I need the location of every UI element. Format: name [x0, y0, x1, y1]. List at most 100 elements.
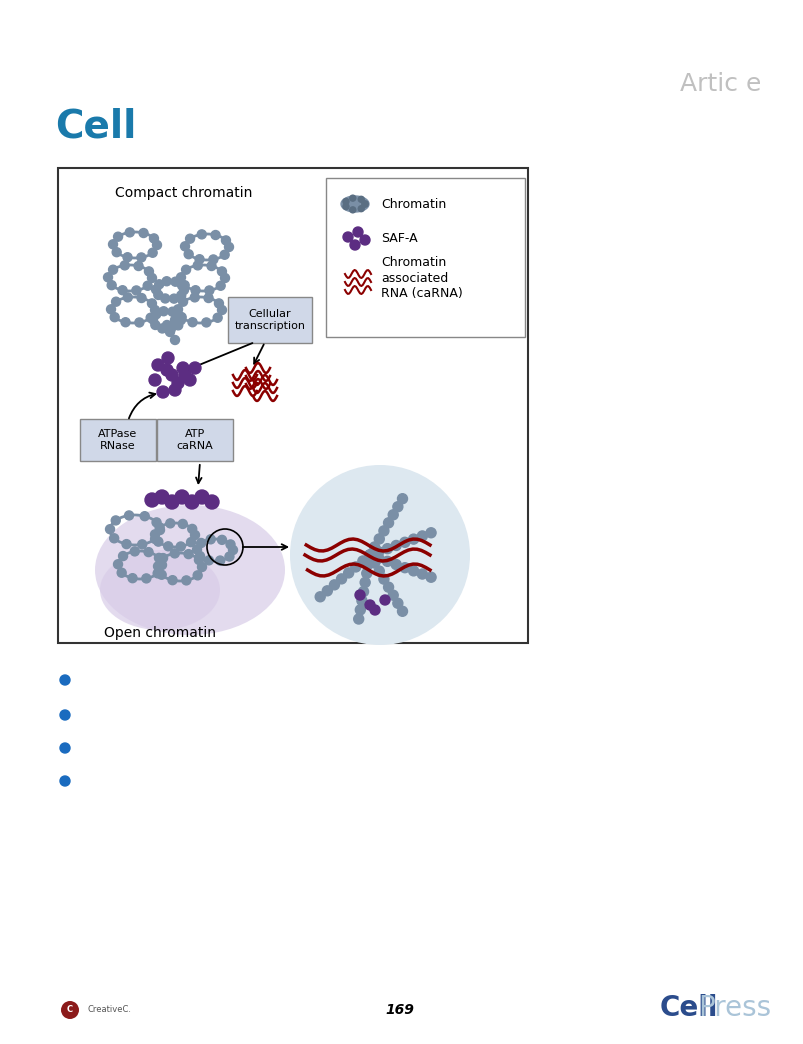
- Circle shape: [132, 286, 141, 295]
- Circle shape: [373, 547, 383, 556]
- Circle shape: [170, 335, 179, 345]
- Text: 169: 169: [385, 1003, 414, 1017]
- Circle shape: [195, 551, 204, 561]
- Circle shape: [153, 537, 163, 546]
- Circle shape: [154, 280, 164, 289]
- Circle shape: [218, 306, 226, 314]
- Circle shape: [123, 293, 132, 302]
- Circle shape: [204, 293, 213, 303]
- Circle shape: [169, 384, 181, 396]
- Circle shape: [185, 495, 199, 509]
- Circle shape: [408, 535, 418, 544]
- Circle shape: [177, 272, 185, 282]
- Circle shape: [155, 523, 164, 531]
- Circle shape: [113, 232, 122, 241]
- Circle shape: [365, 550, 374, 560]
- Circle shape: [158, 553, 167, 563]
- Circle shape: [363, 560, 373, 569]
- Circle shape: [170, 549, 179, 557]
- Circle shape: [159, 307, 168, 315]
- Circle shape: [122, 540, 131, 548]
- Circle shape: [365, 550, 374, 560]
- Circle shape: [180, 281, 189, 289]
- Polygon shape: [340, 196, 369, 212]
- Circle shape: [152, 359, 164, 371]
- Circle shape: [360, 235, 369, 245]
- Circle shape: [225, 552, 234, 561]
- Circle shape: [60, 743, 70, 753]
- Circle shape: [397, 494, 407, 503]
- Circle shape: [150, 306, 159, 314]
- Circle shape: [369, 542, 379, 552]
- Circle shape: [172, 377, 184, 389]
- Circle shape: [417, 531, 427, 541]
- Circle shape: [197, 230, 206, 239]
- Circle shape: [151, 321, 160, 330]
- Circle shape: [162, 321, 171, 330]
- Circle shape: [417, 569, 427, 579]
- Circle shape: [365, 550, 374, 560]
- Circle shape: [195, 255, 204, 264]
- Circle shape: [162, 277, 171, 286]
- Circle shape: [109, 533, 119, 543]
- Circle shape: [206, 535, 215, 544]
- Circle shape: [426, 572, 435, 583]
- Circle shape: [374, 566, 384, 576]
- Circle shape: [173, 305, 182, 314]
- Text: Press: Press: [697, 994, 770, 1022]
- Circle shape: [353, 227, 362, 237]
- Circle shape: [205, 286, 214, 295]
- Circle shape: [224, 242, 233, 252]
- Circle shape: [181, 576, 190, 585]
- Circle shape: [358, 196, 364, 203]
- Circle shape: [125, 228, 134, 237]
- Circle shape: [393, 598, 402, 609]
- Circle shape: [61, 1001, 79, 1019]
- Ellipse shape: [95, 505, 284, 635]
- Circle shape: [214, 299, 223, 308]
- Circle shape: [336, 574, 346, 584]
- Circle shape: [124, 511, 133, 520]
- Text: ATP
caRNA: ATP caRNA: [177, 429, 213, 451]
- Circle shape: [181, 242, 190, 251]
- Circle shape: [112, 298, 120, 306]
- Circle shape: [130, 547, 139, 555]
- Circle shape: [104, 272, 112, 282]
- Text: Open chromatin: Open chromatin: [104, 626, 216, 640]
- Circle shape: [60, 675, 70, 685]
- Circle shape: [185, 234, 194, 243]
- Circle shape: [120, 261, 129, 269]
- Circle shape: [157, 561, 166, 569]
- Circle shape: [184, 549, 193, 559]
- Circle shape: [220, 251, 229, 259]
- Circle shape: [221, 236, 230, 245]
- Circle shape: [177, 362, 189, 374]
- Circle shape: [112, 247, 121, 257]
- Circle shape: [181, 265, 190, 275]
- Circle shape: [197, 539, 206, 547]
- Circle shape: [215, 556, 224, 565]
- Circle shape: [128, 573, 137, 583]
- Circle shape: [141, 574, 151, 583]
- Circle shape: [145, 267, 153, 276]
- Circle shape: [408, 566, 418, 576]
- Circle shape: [161, 364, 173, 376]
- Circle shape: [108, 240, 117, 248]
- Circle shape: [380, 595, 389, 606]
- Circle shape: [176, 542, 185, 551]
- Circle shape: [343, 198, 349, 205]
- Circle shape: [365, 600, 374, 610]
- FancyBboxPatch shape: [157, 419, 233, 461]
- Circle shape: [165, 328, 174, 336]
- Circle shape: [383, 583, 393, 592]
- Circle shape: [177, 315, 185, 325]
- Circle shape: [397, 607, 407, 616]
- Circle shape: [383, 518, 393, 528]
- Circle shape: [177, 313, 186, 322]
- Circle shape: [140, 512, 149, 521]
- Circle shape: [353, 614, 363, 624]
- Text: SAF-A: SAF-A: [381, 232, 417, 244]
- Circle shape: [150, 535, 159, 544]
- Circle shape: [113, 560, 122, 569]
- Circle shape: [357, 556, 368, 566]
